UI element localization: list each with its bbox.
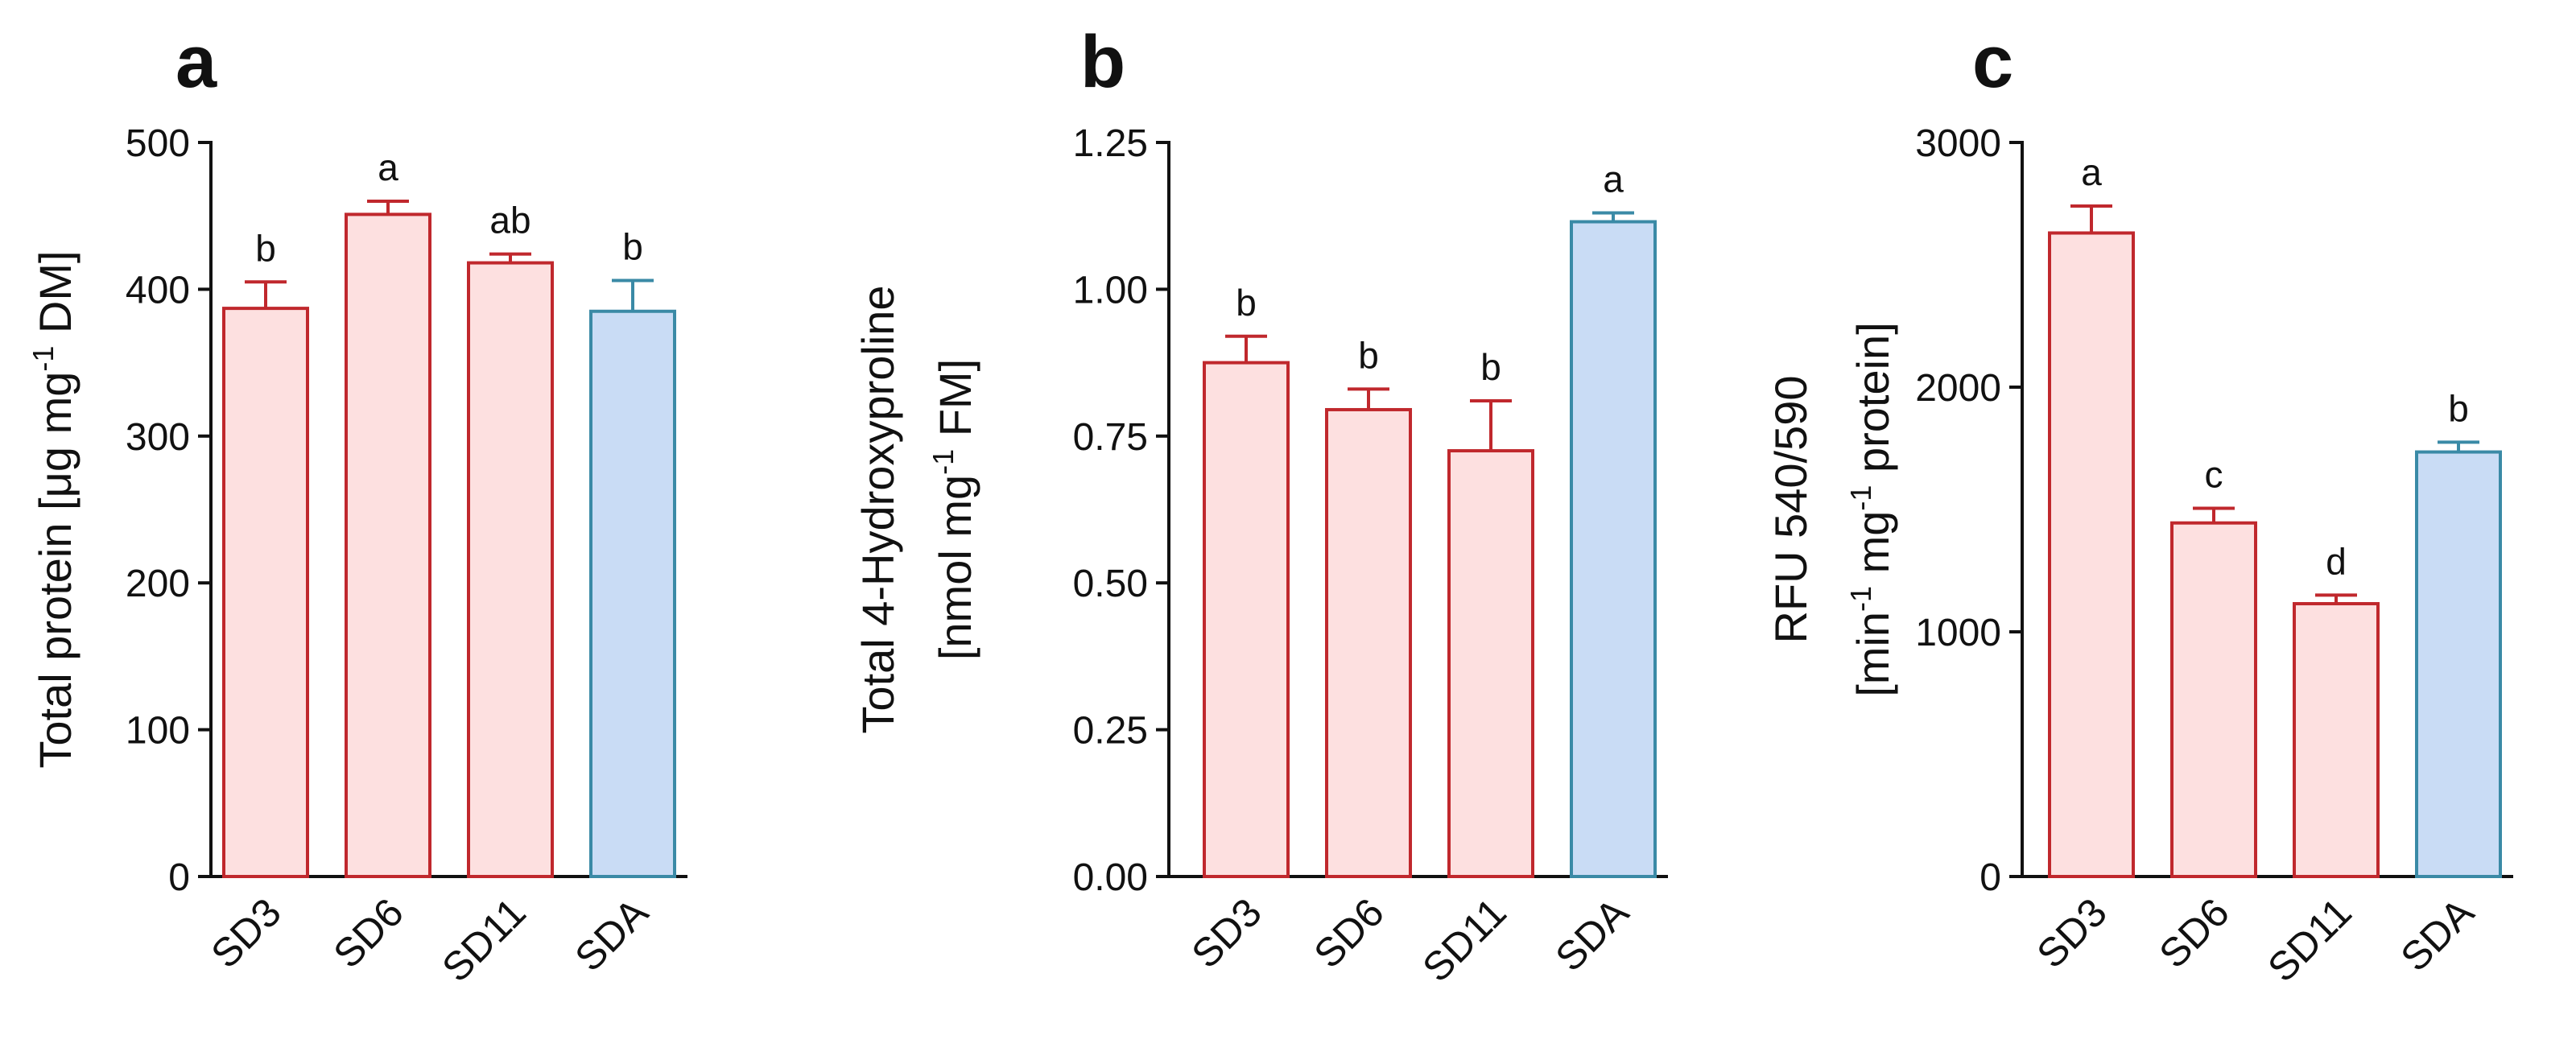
significance-letter: c — [2205, 453, 2223, 495]
y-axis-label-part: FM] — [930, 359, 980, 449]
bar — [2293, 602, 2380, 878]
panel-letter-b: b — [1080, 21, 1125, 103]
bar — [1447, 449, 1534, 878]
y-axis-label: [min-1 mg-1 protein] — [1844, 322, 1898, 697]
bar — [2415, 450, 2502, 878]
panel-a: a 0 100 200 300 400 500 Total protein [μg mg-1… — [27, 21, 687, 991]
y-axis-label-part: protein] — [1847, 322, 1898, 485]
bar — [1203, 361, 1290, 879]
x-tick-label: SD6 — [324, 889, 411, 976]
significance-letter: b — [622, 225, 643, 267]
bar — [589, 309, 676, 878]
x-tick-label: SDA — [2392, 889, 2483, 980]
significance-letter: b — [1358, 334, 1379, 376]
x-tick-label: SD11 — [2259, 889, 2359, 990]
x-tick-label: SD11 — [433, 889, 534, 990]
y-tick-label: 0.50 — [1073, 563, 1148, 605]
x-tick-label: SD3 — [1183, 889, 1269, 976]
significance-letter: b — [255, 227, 276, 269]
x-tick-label: SD6 — [1305, 889, 1392, 976]
y-tick-label: 0 — [168, 856, 190, 899]
panel-letter-c: c — [1972, 21, 2013, 103]
y-axis-label-superscript: -1 — [1844, 586, 1877, 612]
y-tick-label: 0.75 — [1073, 416, 1148, 459]
significance-letter: a — [1603, 159, 1624, 200]
y-axis-label-superscript: -1 — [927, 449, 960, 475]
y-axis-label: Total protein [μg mg-1 DM] — [27, 250, 80, 768]
y-axis-label-superscript: -1 — [1844, 485, 1877, 511]
y-axis-label-part: mg — [1847, 511, 1898, 586]
x-tick-label: SDA — [566, 889, 657, 980]
significance-letter: b — [1236, 282, 1257, 324]
y-axis-label: [nmol mg-1 FM] — [927, 359, 980, 660]
y-tick-label: 0.00 — [1073, 856, 1148, 899]
y-axis-label-part: [nmol mg — [930, 475, 980, 660]
y-tick-label: 3000 — [1915, 122, 2001, 165]
bar — [467, 261, 554, 878]
y-tick-label: 1.25 — [1073, 122, 1148, 165]
y-tick-label: 1000 — [1915, 612, 2001, 654]
y-tick-label: 1.00 — [1073, 269, 1148, 311]
y-axis-label: Total 4-Hydroxyproline — [852, 285, 903, 733]
significance-letter: d — [2326, 540, 2347, 582]
bar — [1325, 407, 1412, 878]
y-axis-label-part: [min — [1847, 612, 1898, 697]
panel-letter-a: a — [175, 21, 217, 103]
bar — [1570, 220, 1657, 879]
x-tick-label: SDA — [1546, 889, 1637, 980]
x-tick-label: SD6 — [2150, 889, 2237, 976]
x-tick-label: SD11 — [1414, 889, 1514, 990]
y-tick-label: 400 — [126, 269, 190, 311]
y-axis-label-part: Total 4-Hydroxyproline — [852, 285, 903, 733]
bar — [2170, 521, 2257, 878]
panel-b: b 0.00 0.25 0.50 0.75 1.00 1.25 Total 4-Hydrox… — [852, 21, 1668, 991]
y-tick-label: 200 — [126, 563, 190, 605]
y-tick-label: 0 — [1979, 856, 2001, 899]
bar — [2048, 231, 2135, 879]
significance-letter: ab — [489, 200, 530, 241]
y-axis-label-part: RFU 540/590 — [1765, 375, 1816, 643]
x-tick-label: SD3 — [202, 889, 289, 976]
y-axis-label-part: DM] — [30, 250, 80, 345]
y-axis-label: RFU 540/590 — [1765, 375, 1816, 643]
y-tick-label: 500 — [126, 122, 190, 165]
significance-letter: b — [1480, 346, 1501, 388]
significance-letter: a — [378, 146, 398, 188]
bar — [222, 307, 309, 878]
y-tick-label: 300 — [126, 416, 190, 459]
x-tick-label: SD3 — [2028, 889, 2115, 976]
y-tick-label: 100 — [126, 710, 190, 753]
significance-letter: a — [2081, 151, 2102, 193]
bar — [345, 212, 431, 879]
y-tick-label: 2000 — [1915, 367, 2001, 410]
significance-letter: b — [2448, 387, 2469, 429]
y-tick-label: 0.25 — [1073, 710, 1148, 753]
y-axis-label-part: Total protein [μg mg — [30, 372, 80, 769]
y-axis-label-superscript: -1 — [27, 346, 60, 372]
